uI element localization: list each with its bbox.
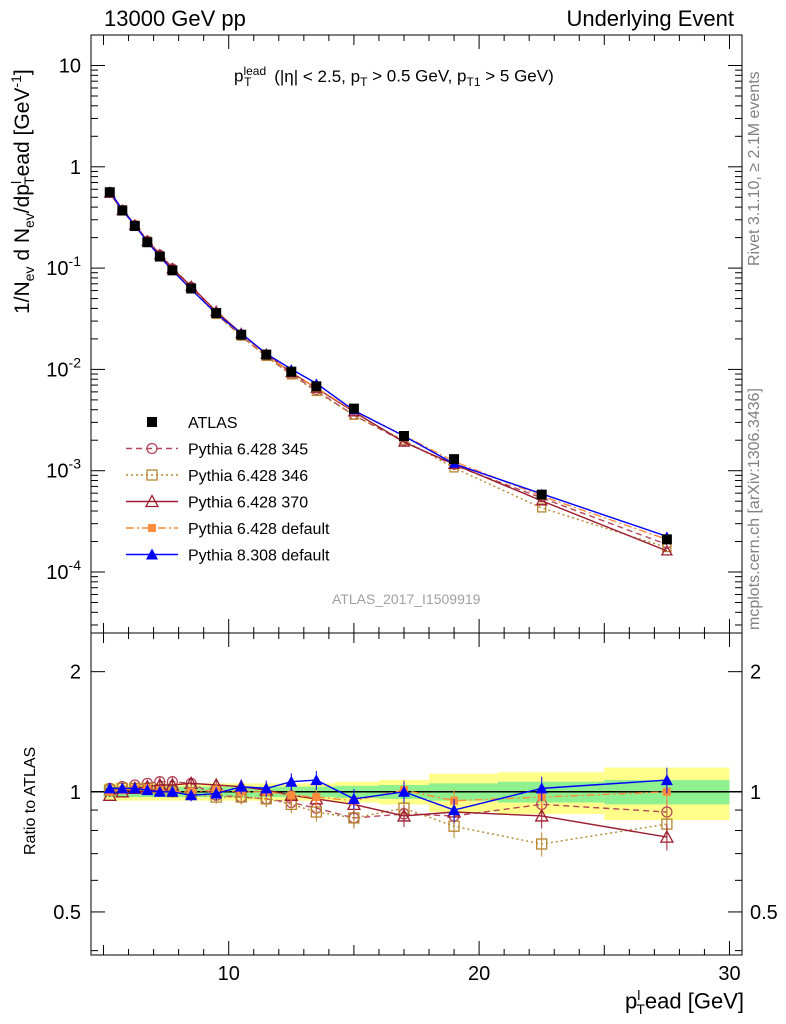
atlas-data-point bbox=[348, 403, 359, 414]
atlas-data-point bbox=[398, 431, 409, 442]
ratio-series-marker bbox=[287, 791, 296, 800]
legend-marker bbox=[147, 417, 157, 427]
atlas-data-point bbox=[661, 534, 672, 545]
y-tick-label: 10 bbox=[59, 55, 81, 77]
legend-label: ATLAS bbox=[188, 415, 238, 432]
ratio-series-marker bbox=[141, 784, 154, 796]
atlas-data-point bbox=[261, 349, 272, 360]
legend-label: Pythia 6.428 346 bbox=[188, 468, 308, 485]
atlas-data-point bbox=[536, 489, 547, 500]
ratio-y-tick-label-left: 0.5 bbox=[53, 902, 81, 924]
ratio-series-marker bbox=[347, 792, 360, 804]
ratio-series-marker bbox=[166, 785, 179, 797]
legend-label: Pythia 8.308 default bbox=[188, 548, 330, 565]
legend-label: Pythia 6.428 370 bbox=[188, 495, 308, 512]
x-axis-label: plTead [GeV] bbox=[624, 987, 744, 1017]
header-right: Underlying Event bbox=[566, 6, 734, 31]
atlas-data-point bbox=[104, 187, 115, 198]
mcplots-source-label: mcplots.cern.ch [arXiv:1306.3436] bbox=[746, 388, 763, 630]
main-series-marker bbox=[537, 503, 547, 513]
atlas-data-point bbox=[167, 265, 178, 276]
atlas-data-point bbox=[211, 308, 222, 319]
main-series-line bbox=[109, 191, 668, 546]
ratio-series-marker bbox=[396, 808, 412, 822]
ratio-y-tick-label-left: 1 bbox=[70, 782, 81, 804]
legend-marker bbox=[144, 494, 160, 508]
atlas-data-point bbox=[154, 251, 165, 262]
atlas-data-point bbox=[236, 329, 247, 340]
ratio-series-marker bbox=[448, 804, 461, 816]
y-tick-label: 1 bbox=[70, 157, 81, 179]
ratio-y-axis-label: Ratio to ATLAS bbox=[22, 746, 39, 855]
rivet-version-label: Rivet 3.1.10, ≥ 2.1M events bbox=[746, 71, 763, 266]
ratio-y-tick-label-left: 2 bbox=[70, 662, 81, 684]
ratio-series-marker bbox=[235, 780, 248, 792]
ratio-series-marker bbox=[210, 787, 223, 799]
atlas-data-point bbox=[311, 381, 322, 392]
main-panel-frame bbox=[90, 34, 743, 634]
legend-marker bbox=[146, 442, 158, 455]
atlas-data-point bbox=[142, 237, 153, 248]
ratio-y-tick-label-right: 2 bbox=[750, 662, 761, 684]
y-tick-label: 10-2 bbox=[46, 354, 81, 381]
main-series-marker bbox=[397, 435, 411, 447]
atlas-data-point bbox=[117, 205, 128, 216]
x-tick-label: 30 bbox=[718, 963, 740, 985]
ratio-series-marker bbox=[153, 785, 166, 797]
ratio-y-tick-label-right: 0.5 bbox=[750, 902, 778, 924]
atlas-data-point bbox=[186, 283, 197, 294]
atlas-data-point bbox=[449, 454, 460, 465]
analysis-watermark: ATLAS_2017_I1509919 bbox=[332, 591, 481, 607]
ratio-panel-frame bbox=[90, 632, 743, 956]
ratio-series-marker bbox=[397, 785, 410, 797]
atlas-data-point bbox=[286, 366, 297, 377]
x-tick-label: 10 bbox=[218, 963, 240, 985]
ratio-series-marker bbox=[260, 782, 273, 794]
y-tick-label: 10-4 bbox=[46, 557, 81, 584]
ratio-series-marker bbox=[312, 793, 321, 802]
main-series-line bbox=[109, 191, 668, 541]
ratio-series-marker bbox=[128, 782, 141, 794]
legend-label: Pythia 6.428 default bbox=[188, 521, 330, 538]
ratio-series-marker bbox=[535, 782, 548, 794]
ratio-series-marker bbox=[185, 789, 198, 801]
ratio-series-marker bbox=[285, 775, 298, 787]
ratio-series-marker bbox=[660, 774, 673, 786]
legend-label: Pythia 6.428 345 bbox=[188, 442, 308, 459]
y-tick-label: 10-3 bbox=[46, 456, 81, 483]
main-series-marker bbox=[660, 544, 673, 556]
y-tick-label: 10-1 bbox=[46, 253, 81, 280]
legend-marker bbox=[146, 548, 158, 560]
ratio-series-marker bbox=[116, 782, 129, 794]
x-tick-label: 20 bbox=[468, 963, 490, 985]
atlas-data-point bbox=[129, 221, 140, 232]
selection-annotation: pleadT (|η| < 2.5, pT > 0.5 GeV, pT1 > 5… bbox=[234, 64, 554, 90]
ratio-series-marker bbox=[536, 838, 548, 850]
ratio-series-marker bbox=[103, 782, 116, 794]
legend-marker bbox=[146, 469, 158, 481]
main-y-axis-label: 1/Nev d Nev/dplTead [GeV-1] bbox=[8, 69, 38, 314]
ratio-series-marker bbox=[659, 829, 674, 843]
header-left: 13000 GeV pp bbox=[104, 6, 246, 31]
ratio-y-tick-label-right: 1 bbox=[750, 782, 761, 804]
ratio-series-marker bbox=[310, 774, 323, 786]
ratio-series-marker bbox=[534, 808, 549, 822]
legend-marker bbox=[148, 524, 156, 532]
main-series-marker bbox=[535, 494, 548, 506]
